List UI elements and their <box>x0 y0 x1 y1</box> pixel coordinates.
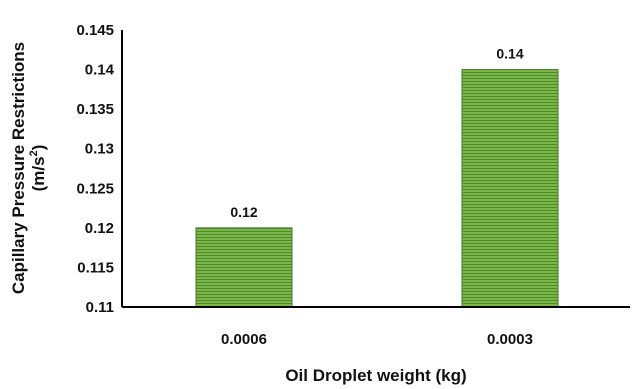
y-tick-label: 0.11 <box>86 299 114 316</box>
y-axis-title-line1: Capillary Pressure Restrictions <box>9 42 28 294</box>
y-tick-label: 0.145 <box>76 22 114 39</box>
y-tick-labels: 0.11 0.115 0.12 0.125 0.13 0.135 0.14 0.145 <box>76 22 114 316</box>
bars <box>195 69 559 308</box>
bar <box>461 69 559 308</box>
y-tick-label: 0.135 <box>76 101 114 118</box>
data-labels: 0.12 0.14 <box>230 46 523 220</box>
data-label: 0.12 <box>230 204 257 220</box>
x-tick-labels: 0.0006 0.0003 <box>221 331 533 348</box>
y-tick-label: 0.13 <box>85 141 114 158</box>
x-tick-label: 0.0006 <box>221 331 267 348</box>
y-axis-title: Capillary Pressure Restrictions (m/s2) <box>9 42 48 294</box>
y-tick-label: 0.125 <box>76 180 114 197</box>
data-label: 0.14 <box>496 46 523 62</box>
y-tick-label: 0.12 <box>85 220 114 237</box>
x-axis-title: Oil Droplet weight (kg) <box>285 366 466 385</box>
y-tick-label: 0.115 <box>77 259 114 276</box>
y-tick-label: 0.14 <box>85 62 115 79</box>
bar <box>195 227 293 308</box>
x-tick-label: 0.0003 <box>487 331 533 348</box>
y-axis-title-unit: (m/s2) <box>28 145 48 192</box>
